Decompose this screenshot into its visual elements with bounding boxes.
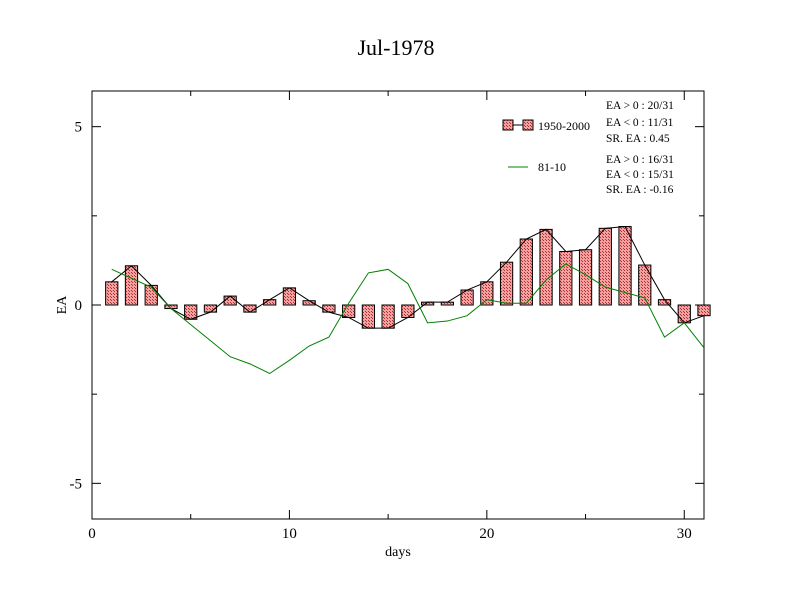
legend-swatch-bar-right xyxy=(522,119,534,131)
bar-day-15 xyxy=(381,304,395,329)
series-lines xyxy=(111,226,705,375)
y-tick-label: 0 xyxy=(75,298,83,314)
bar-day-14 xyxy=(361,304,376,329)
bar-day-31 xyxy=(697,304,711,317)
stat-1950-2000-sr: SR. EA : 0.45 xyxy=(606,133,670,145)
stat-81-10-negative: EA < 0 : 15/31 xyxy=(606,169,674,181)
x-axis: 0 10 20 30 xyxy=(88,91,692,542)
bar-day-24 xyxy=(559,251,573,306)
legend-swatch-bar-left xyxy=(502,119,514,131)
line-1950-2000 xyxy=(111,226,705,329)
legend: 1950-2000 81-10 EA > 0 : 20/31 EA < 0 : … xyxy=(502,100,674,196)
bar-day-2 xyxy=(124,265,139,306)
bar-day-1 xyxy=(105,281,119,306)
bar-day-12 xyxy=(322,304,336,313)
bar-day-22 xyxy=(519,238,533,306)
bars-1950-2000 xyxy=(105,226,711,329)
bar-day-21 xyxy=(499,261,514,306)
x-tick-label: 10 xyxy=(282,526,297,542)
stat-81-10-sr: SR. EA : -0.16 xyxy=(606,184,674,196)
line-81-10 xyxy=(111,263,705,375)
y-axis-label: EA xyxy=(55,295,70,315)
bar-day-3 xyxy=(144,284,158,306)
bar-day-23 xyxy=(539,228,553,306)
stat-1950-2000-positive: EA > 0 : 20/31 xyxy=(606,100,674,112)
bar-day-26 xyxy=(598,227,612,306)
y-tick-label: -5 xyxy=(70,476,83,492)
y-tick-label: 5 xyxy=(75,120,83,136)
stat-81-10-positive: EA > 0 : 16/31 xyxy=(606,154,674,166)
bar-day-30 xyxy=(677,304,691,324)
x-tick-label: 20 xyxy=(479,526,494,542)
bar-day-28 xyxy=(638,264,652,306)
chart-title: Jul-1978 xyxy=(358,35,435,60)
legend-label-1950-2000: 1950-2000 xyxy=(538,119,590,133)
bar-day-7 xyxy=(223,295,237,306)
y-axis: -5 0 5 xyxy=(70,120,704,492)
x-tick-label: 30 xyxy=(677,526,692,542)
stat-1950-2000-negative: EA < 0 : 11/31 xyxy=(606,117,674,129)
legend-label-81-10: 81-10 xyxy=(538,160,566,174)
bar-day-16 xyxy=(401,304,415,318)
x-axis-label: days xyxy=(385,545,411,560)
x-tick-label: 0 xyxy=(88,526,96,542)
bar-day-20 xyxy=(480,281,494,306)
